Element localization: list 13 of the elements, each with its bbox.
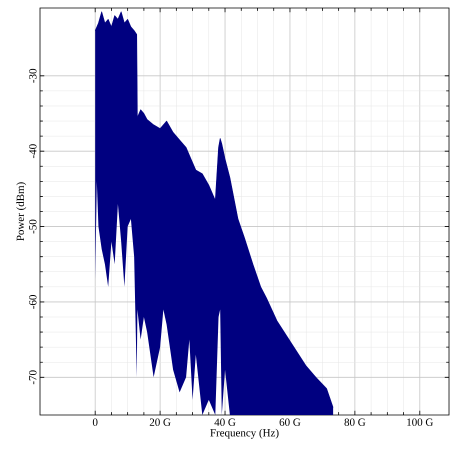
y-axis-title: Power (dBm): [16, 182, 26, 241]
y-tick-label: -70: [29, 370, 36, 384]
x-tick-label: 40 G: [214, 418, 236, 426]
x-tick-label: 80 G: [344, 418, 366, 426]
x-tick-label: 100 G: [407, 418, 433, 426]
x-tick-label: 0: [92, 418, 98, 426]
y-tick-label: -50: [29, 220, 36, 234]
y-tick-label: -40: [29, 144, 36, 158]
x-axis-title: Frequency (Hz): [210, 428, 279, 439]
x-tick-label: 20 G: [150, 418, 171, 426]
x-tick-label: 60 G: [280, 418, 300, 426]
y-tick-label: -60: [29, 295, 36, 309]
y-tick-label: -30: [29, 68, 36, 83]
